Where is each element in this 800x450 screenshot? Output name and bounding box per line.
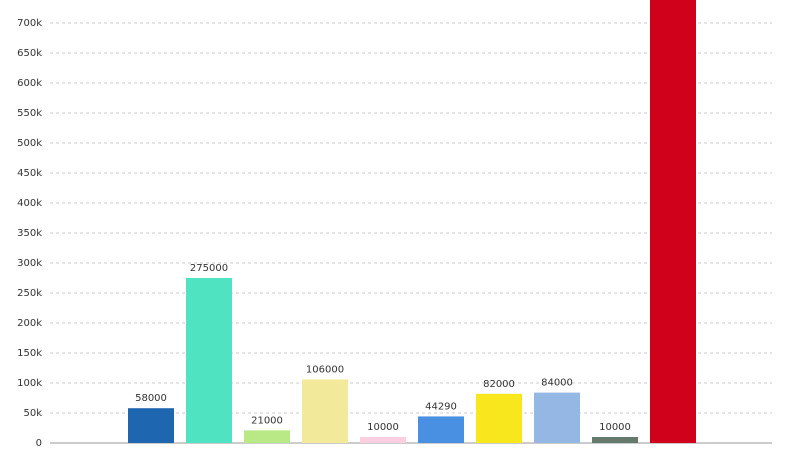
- y-tick-label: 500k: [17, 138, 42, 149]
- bar: [476, 393, 522, 443]
- y-tick-label: 0: [36, 438, 42, 449]
- y-tick-label: 400k: [17, 198, 42, 209]
- y-tick-label: 350k: [17, 228, 42, 239]
- bar: [360, 437, 406, 443]
- y-tick-label: 200k: [17, 318, 42, 329]
- value-label: 82000: [483, 379, 515, 390]
- bar: [650, 0, 696, 443]
- bar: [128, 408, 174, 443]
- bar: [592, 437, 638, 443]
- y-tick-label: 50k: [23, 408, 42, 419]
- value-label: 10000: [599, 422, 631, 433]
- value-label: 44290: [425, 401, 457, 412]
- y-tick-label: 150k: [17, 348, 42, 359]
- y-tick-label: 450k: [17, 168, 42, 179]
- y-tick-label: 250k: [17, 288, 42, 299]
- value-label: 10000: [367, 422, 399, 433]
- value-label: 275000: [190, 263, 228, 274]
- value-label: 58000: [135, 393, 167, 404]
- bar: [244, 430, 290, 443]
- y-tick-label: 550k: [17, 108, 42, 119]
- bar: [186, 278, 232, 443]
- bar: [534, 392, 580, 443]
- y-tick-label: 300k: [17, 258, 42, 269]
- y-tick-label: 700k: [17, 18, 42, 29]
- y-tick-label: 600k: [17, 78, 42, 89]
- value-label: 84000: [541, 378, 573, 389]
- y-tick-label: 650k: [17, 48, 42, 59]
- y-tick-label: 100k: [17, 378, 42, 389]
- value-label: 21000: [251, 415, 283, 426]
- bar: [418, 416, 464, 443]
- value-label: 106000: [306, 364, 344, 375]
- bar: [302, 379, 348, 443]
